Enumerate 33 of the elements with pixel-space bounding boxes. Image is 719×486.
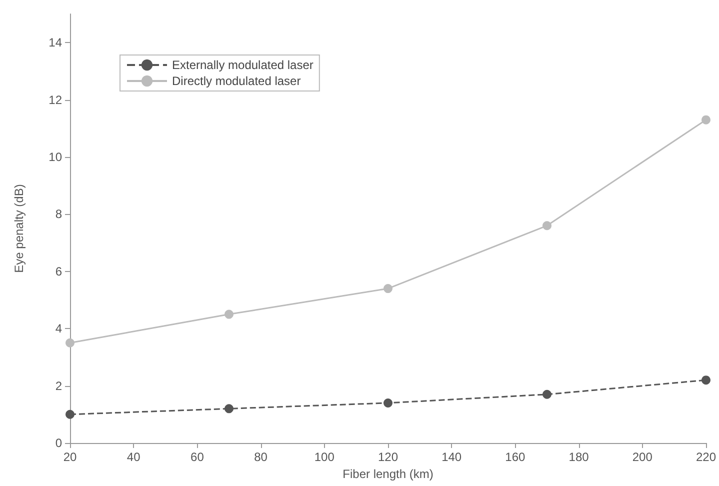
x-tick-label: 140 [442, 450, 462, 464]
y-tick-label: 12 [48, 92, 62, 107]
x-tick-label: 20 [63, 450, 77, 464]
y-tick-label: 4 [55, 322, 62, 336]
x-tick-label: 180 [568, 450, 590, 464]
point [66, 338, 74, 348]
point [702, 376, 710, 385]
y-tick-label: 0 [55, 436, 62, 450]
x-tick-label: 200 [632, 450, 653, 464]
y-tick-label: 8 [55, 207, 62, 222]
x-tick-label: 80 [254, 450, 268, 464]
x-axis-title: Fiber length (km) [342, 466, 434, 481]
y-tick-label: 6 [55, 264, 62, 278]
point [384, 284, 392, 294]
x-tick-label: 60 [190, 450, 204, 464]
x-tick-label: 160 [505, 450, 526, 464]
legend-label: Externally modulated laser [172, 58, 314, 72]
x-tick-label: 120 [378, 450, 398, 464]
point [384, 398, 392, 408]
y-tick-label: 2 [55, 378, 62, 393]
legend-label: Directly modulated laser [172, 74, 301, 88]
y-tick-label: 10 [48, 150, 62, 164]
point [702, 115, 710, 124]
y-tick-label: 14 [48, 36, 62, 50]
x-tick-label: 220 [696, 450, 716, 464]
point [224, 310, 234, 319]
point [66, 410, 74, 419]
y-axis-title: Eye penalty (dB) [12, 184, 26, 273]
x-tick-label: 40 [126, 450, 141, 464]
point [224, 404, 234, 414]
point [542, 390, 552, 399]
point [542, 221, 552, 230]
x-tick-label: 100 [314, 450, 335, 464]
